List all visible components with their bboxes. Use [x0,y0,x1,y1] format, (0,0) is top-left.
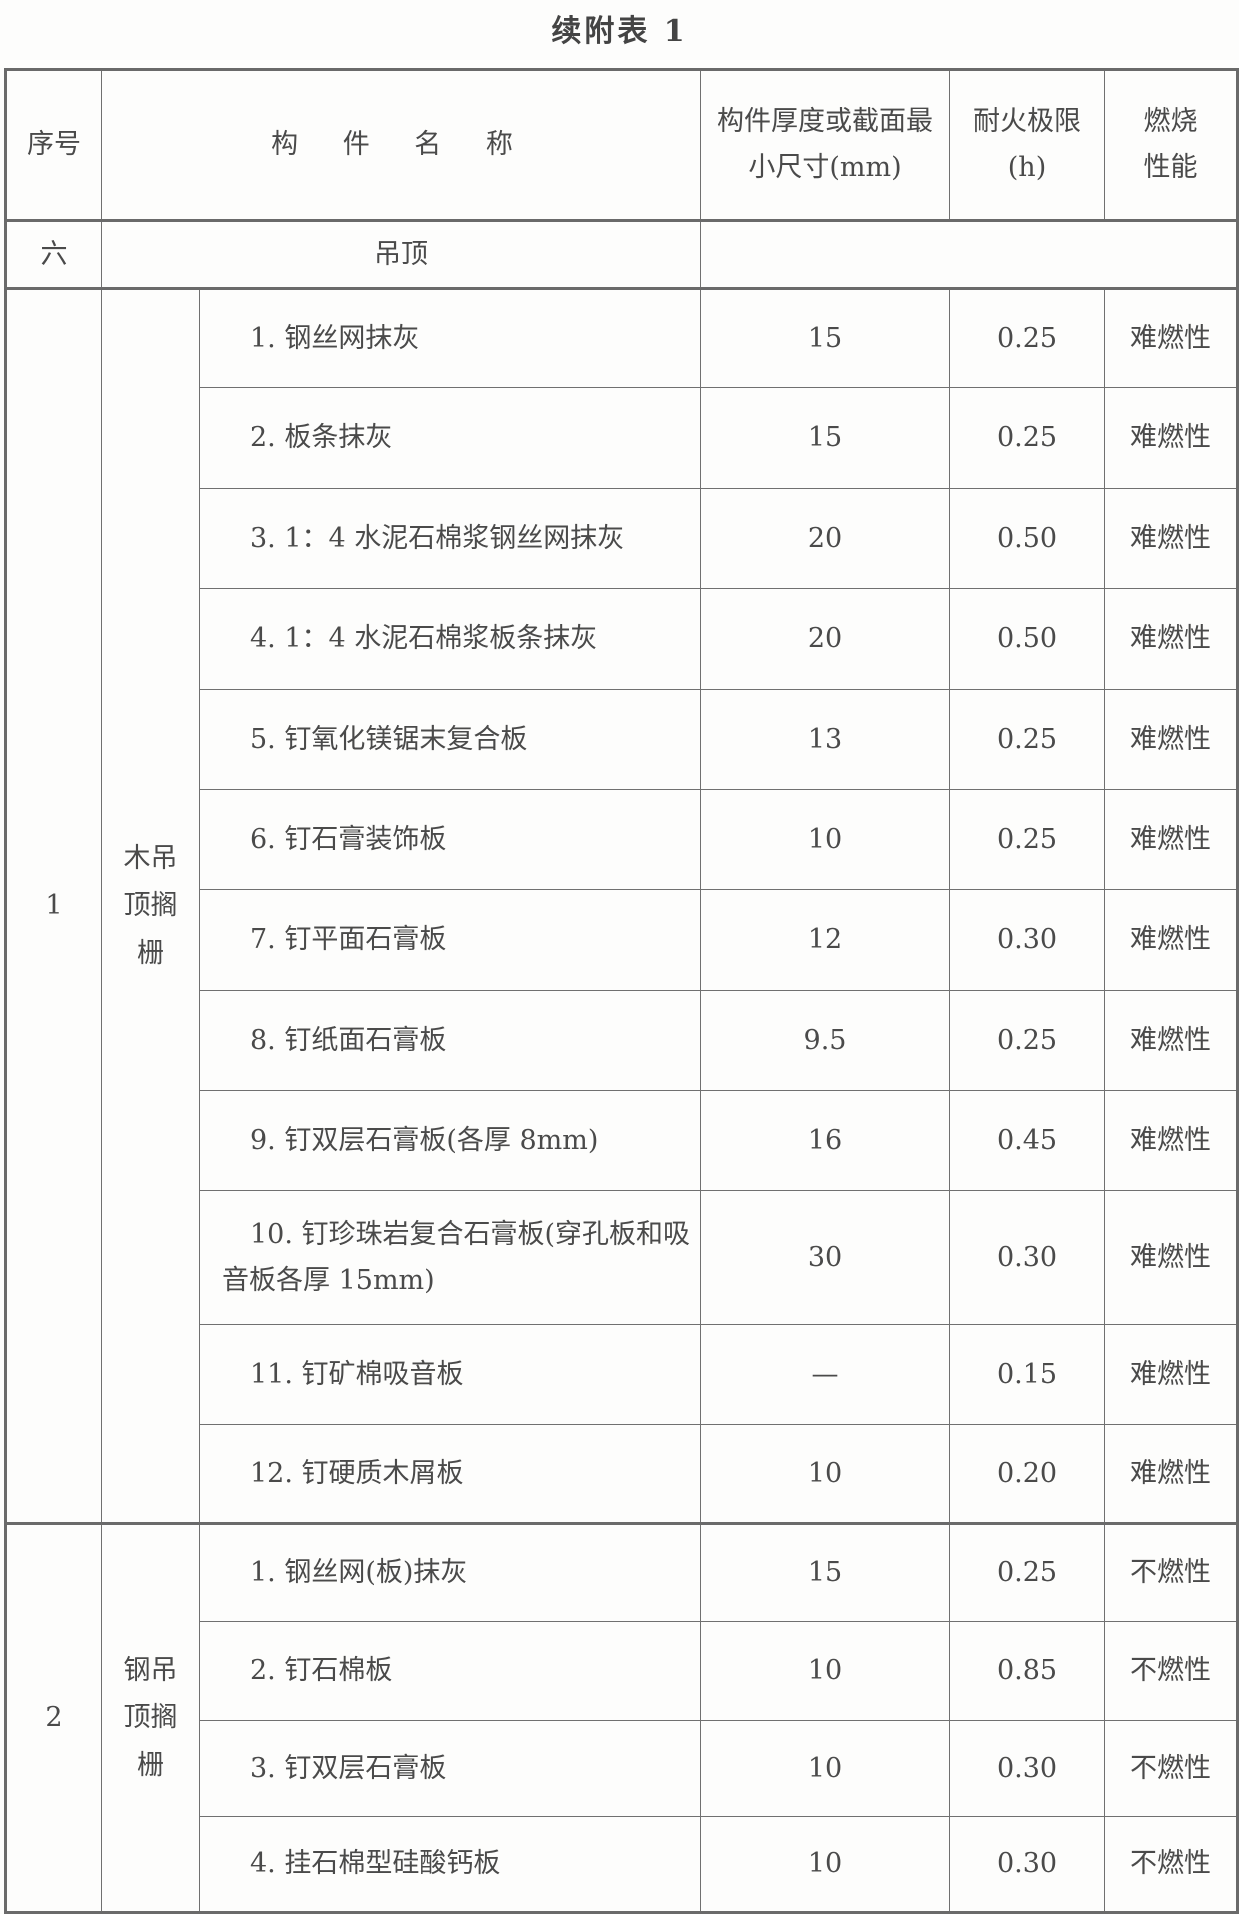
thickness-value: 10 [700,789,950,890]
component-name: 4. 1：4 水泥石棉浆板条抹灰 [199,588,701,690]
thickness-value: 10 [700,1720,950,1817]
fire-limit-value: 0.20 [949,1424,1105,1524]
combustion-value: 难燃性 [1104,789,1238,890]
table-row: 11. 钉矿棉吸音板 —0.15 难燃性 [6,1324,1238,1425]
component-name: 2. 钉石棉板 [199,1621,701,1721]
component-name: 2. 板条抹灰 [199,387,701,489]
component-name: 9. 钉双层石膏板(各厚 8mm) [199,1090,701,1191]
thickness-value: 30 [700,1190,950,1325]
component-name: 3. 钉双层石膏板 [199,1720,701,1817]
thickness-value: 20 [700,588,950,690]
fire-limit-value: 0.85 [949,1621,1105,1721]
thickness-value: 10 [700,1816,950,1913]
thickness-value: 15 [700,387,950,489]
header-combustion: 燃烧性能 [1104,69,1238,221]
component-name: 6. 钉石膏装饰板 [199,789,701,890]
table-row: 5. 钉氧化镁锯末复合板 13 0.25 难燃性 [6,689,1238,790]
combustion-value: 难燃性 [1104,990,1238,1091]
group-no: 1 [5,287,102,1524]
section-row: 六 吊顶 [5,219,1238,289]
thickness-value: 10 [700,1424,950,1524]
group-name: 木吊顶搁栅 [101,287,200,1524]
combustion-value: 难燃性 [1104,287,1238,388]
combustion-value: 难燃性 [1104,1424,1238,1524]
table-row: 2 钢吊顶搁栅 1. 钢丝网(板)抹灰 15 0.25 不燃性 [5,1522,1238,1913]
combustion-value: 难燃性 [1104,387,1238,489]
section-name: 吊顶 [101,219,701,289]
fire-limit-value: 0.25 [949,689,1105,790]
table-row: 3. 1：4 水泥石棉浆钢丝网抹灰 20 0.50 难燃性 [6,488,1238,589]
fire-limit-value: 0.25 [949,387,1105,489]
header-thickness: 构件厚度或截面最小尺寸(mm) [700,69,950,221]
fire-limit-value: 0.25 [949,990,1105,1091]
combustion-value: 不燃性 [1104,1816,1238,1913]
table-title: 续附表 1 [551,14,688,49]
combustion-value: 不燃性 [1104,1720,1238,1817]
table-row: 2. 钉石棉板 10 0.85 不燃性 [6,1621,1238,1721]
section-empty [700,219,1238,289]
group-no: 2 [5,1522,102,1913]
fire-limit-value: 0.30 [949,889,1105,991]
header-row: 序号 构 件 名 称 构件厚度或截面最小尺寸(mm) 耐火极限(h) 燃烧性能 [5,69,1238,221]
fire-limit-value: 0.50 [949,488,1105,589]
thickness-value: 16 [700,1090,950,1191]
thickness-value: 15 [700,1522,950,1622]
thickness-value: 20 [700,488,950,589]
component-name: 10. 钉珍珠岩复合石膏板(穿孔板和吸音板各厚 15mm) [199,1190,701,1325]
component-name: 1. 钢丝网抹灰 [199,287,701,388]
section-no: 六 [5,219,102,289]
component-name: 3. 1：4 水泥石棉浆钢丝网抹灰 [199,488,701,589]
table-row: 6. 钉石膏装饰板 10 0.25 难燃性 [6,789,1238,890]
component-name: 5. 钉氧化镁锯末复合板 [199,689,701,790]
fire-limit-value: 0.25 [949,789,1105,890]
fire-limit-value: 0.30 [949,1816,1105,1913]
group-name: 钢吊顶搁栅 [101,1522,200,1913]
combustion-value: 难燃性 [1104,1090,1238,1191]
header-name: 构 件 名 称 [101,69,701,221]
fire-limit-value: 0.45 [949,1090,1105,1191]
component-name: 7. 钉平面石膏板 [199,889,701,991]
fire-limit-value: 0.30 [949,1190,1105,1325]
combustion-value: 不燃性 [1104,1522,1238,1622]
fire-limit-value: 0.25 [949,287,1105,388]
combustion-value: 难燃性 [1104,588,1238,690]
table-row: 12. 钉硬质木屑板 10 0.20 难燃性 [6,1424,1238,1524]
combustion-value: 难燃性 [1104,1324,1238,1425]
thickness-value: 12 [700,889,950,991]
fire-limit-value: 0.30 [949,1720,1105,1817]
fire-resistance-table: 序号 构 件 名 称 构件厚度或截面最小尺寸(mm) 耐火极限(h) 燃烧性能 … [4,68,1239,1914]
fire-limit-value: 0.50 [949,588,1105,690]
component-name: 11. 钉矿棉吸音板 [199,1324,701,1425]
component-name: 4. 挂石棉型硅酸钙板 [199,1816,701,1913]
thickness-value: 13 [700,689,950,790]
fire-limit-value: 0.25 [949,1522,1105,1622]
component-name: 1. 钢丝网(板)抹灰 [199,1522,701,1622]
combustion-value: 不燃性 [1104,1621,1238,1721]
table-row: 7. 钉平面石膏板 12 0.30 难燃性 [6,889,1238,991]
thickness-value: — [700,1324,950,1425]
table-row: 3. 钉双层石膏板 10 0.30 不燃性 [6,1720,1238,1817]
table-row: 8. 钉纸面石膏板 9.5 0.25 难燃性 [6,990,1238,1091]
fire-limit-value: 0.15 [949,1324,1105,1425]
table-row: 4. 1：4 水泥石棉浆板条抹灰 20 0.50 难燃性 [6,588,1238,690]
component-name: 8. 钉纸面石膏板 [199,990,701,1091]
header-no: 序号 [5,69,102,221]
component-name: 12. 钉硬质木屑板 [199,1424,701,1524]
combustion-value: 难燃性 [1104,488,1238,589]
table-row: 4. 挂石棉型硅酸钙板 10 0.30 不燃性 [6,1816,1238,1913]
table-row: 1 木吊顶搁栅 1. 钢丝网抹灰 15 0.25 难燃性 [5,287,1238,1524]
thickness-value: 9.5 [700,990,950,1091]
combustion-value: 难燃性 [1104,889,1238,991]
thickness-value: 15 [700,287,950,388]
combustion-value: 难燃性 [1104,689,1238,790]
combustion-value: 难燃性 [1104,1190,1238,1325]
header-fire-limit: 耐火极限(h) [949,69,1105,221]
thickness-value: 10 [700,1621,950,1721]
